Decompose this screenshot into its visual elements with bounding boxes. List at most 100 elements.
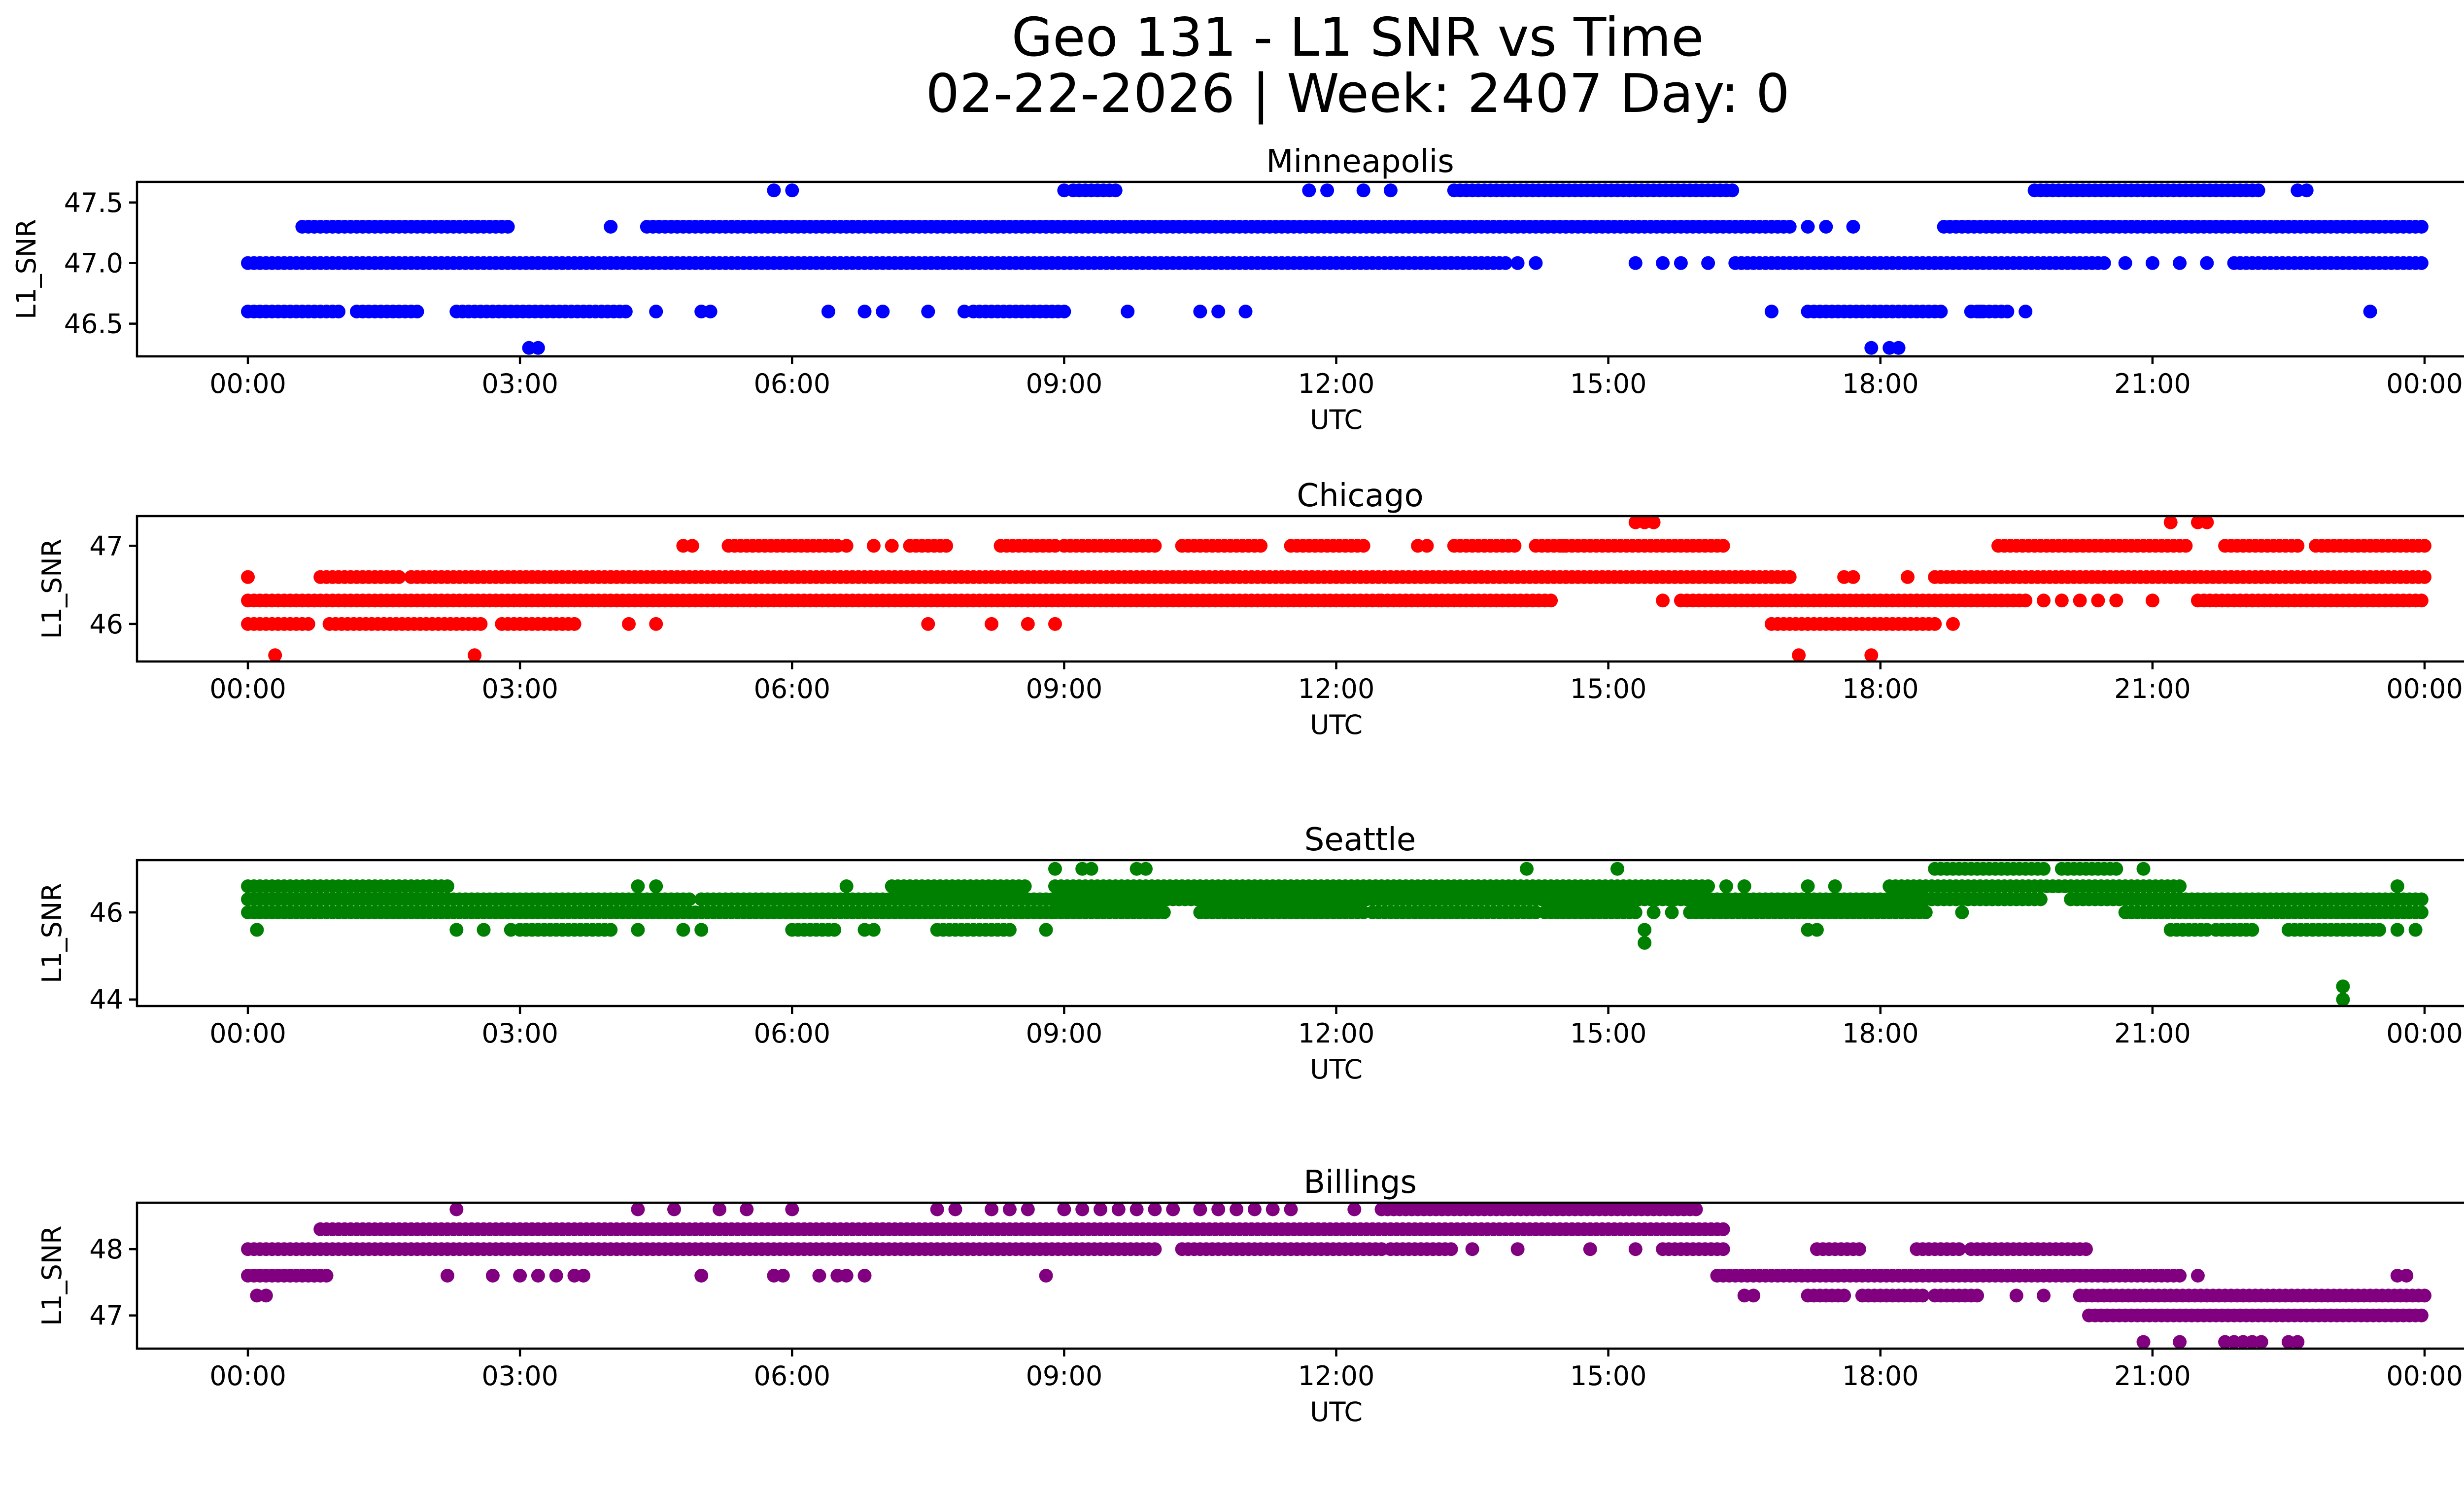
data-point (1057, 183, 1071, 198)
data-point (2173, 1269, 2187, 1283)
data-point (1774, 905, 1788, 919)
data-point (2418, 570, 2431, 584)
data-point (649, 617, 663, 631)
data-point (857, 305, 872, 318)
x-tick-label: 21:00 (2114, 1018, 2191, 1049)
data-point (468, 648, 482, 662)
data-point (2245, 923, 2259, 937)
data-point (1846, 570, 1860, 584)
x-tick-label: 03:00 (481, 1018, 558, 1049)
data-point (676, 923, 690, 937)
data-point (827, 923, 842, 937)
data-point (1302, 183, 1316, 198)
data-point (649, 879, 663, 893)
data-point (1725, 183, 1740, 198)
y-tick-label: 47.0 (64, 248, 123, 279)
x-tick-label: 00:00 (2386, 1360, 2463, 1391)
x-tick-label: 06:00 (753, 368, 830, 399)
x-tick-label: 06:00 (753, 1360, 830, 1391)
x-tick-label: 21:00 (2114, 1360, 2191, 1391)
data-point (785, 183, 799, 198)
subplot-title: Chicago (1297, 478, 1423, 514)
data-point (2136, 862, 2151, 876)
chart-title: Geo 131 - L1 SNR vs Time (1011, 7, 1704, 69)
x-tick-label: 18:00 (1842, 1018, 1919, 1049)
data-point (1465, 1242, 1479, 1256)
data-point (1782, 570, 1797, 584)
x-tick-label: 00:00 (2386, 1018, 2463, 1049)
x-tick-label: 06:00 (753, 673, 830, 704)
x-tick-label: 09:00 (1026, 368, 1103, 399)
data-point (1529, 256, 1543, 270)
data-point (1819, 220, 1833, 234)
data-point (1507, 539, 1522, 553)
data-point (2019, 593, 2033, 608)
data-point (1266, 1202, 1280, 1217)
data-point (1755, 905, 1770, 919)
x-tick-label: 00:00 (2386, 368, 2463, 399)
data-point (1211, 305, 1226, 318)
data-point (1638, 936, 1652, 950)
data-point (1891, 341, 1906, 355)
data-point (1356, 183, 1370, 198)
y-tick-label: 46.5 (64, 309, 123, 340)
data-point (1628, 256, 1643, 270)
subplot-seattle: Seattle 00:00 03:00 06:00 09:00 12:00 15:00 18:… (36, 822, 2464, 1085)
data-point (1544, 593, 1558, 608)
data-point (513, 1269, 527, 1283)
data-point (2136, 1335, 2151, 1349)
data-point (2118, 256, 2132, 270)
subplot-chicago: Chicago 00:00 03:00 06:00 09:00 12:00 15:00 18:… (36, 478, 2464, 740)
data-point (1701, 256, 1715, 270)
x-tick-label: 12:00 (1298, 1360, 1375, 1391)
data-point (1610, 862, 1624, 876)
data-point (1510, 256, 1525, 270)
data-point (1628, 1242, 1643, 1256)
data-point (474, 617, 488, 631)
data-point (957, 305, 971, 318)
x-axis-label: UTC (1310, 404, 1363, 435)
data-point (1444, 1242, 1458, 1256)
data-point (567, 617, 582, 631)
data-point (2019, 305, 2033, 318)
data-point (1701, 879, 1715, 893)
data-point (1716, 1222, 1730, 1236)
data-point (2097, 256, 2111, 270)
data-point (449, 1202, 464, 1217)
data-point (392, 570, 406, 584)
data-point (1002, 923, 1017, 937)
data-point (1674, 256, 1688, 270)
axes-frame (136, 180, 2464, 358)
axes-frame (136, 515, 2464, 663)
chart-subtitle: 02-22-2026 | Week: 2407 Day: 0 (925, 63, 1789, 125)
x-tick-label: 12:00 (1298, 1018, 1375, 1049)
data-point (930, 1202, 944, 1217)
data-point (1556, 539, 1570, 553)
data-point (866, 539, 881, 553)
data-point (1628, 905, 1643, 919)
data-point (2037, 862, 2051, 876)
data-point (2037, 593, 2051, 608)
x-axis-label: UTC (1310, 1054, 1363, 1085)
data-point (577, 1269, 590, 1283)
data-point (985, 1202, 999, 1217)
x-tick-label: 09:00 (1026, 1360, 1103, 1391)
subplot-minneapolis: Minneapolis 00:00 03:00 06:00 09:00 12:00 15:0… (11, 143, 2464, 435)
data-point (2291, 539, 2305, 553)
data-point (1737, 879, 1751, 893)
data-point (1057, 1202, 1071, 1217)
x-tick-label: 15:00 (1570, 368, 1647, 399)
y-axis-label: L1_SNR (36, 539, 68, 639)
data-point (1810, 923, 1824, 937)
x-tick-label: 03:00 (481, 673, 558, 704)
data-point (2054, 593, 2069, 608)
data-point (2073, 593, 2087, 608)
data-point (1247, 1202, 1262, 1217)
x-tick-label: 00:00 (209, 1360, 286, 1391)
data-point (241, 570, 255, 584)
data-point (2414, 905, 2429, 919)
data-point (2414, 220, 2429, 234)
data-point (1782, 220, 1797, 234)
data-point (2009, 1288, 2023, 1303)
scatter-series (241, 1202, 2431, 1349)
